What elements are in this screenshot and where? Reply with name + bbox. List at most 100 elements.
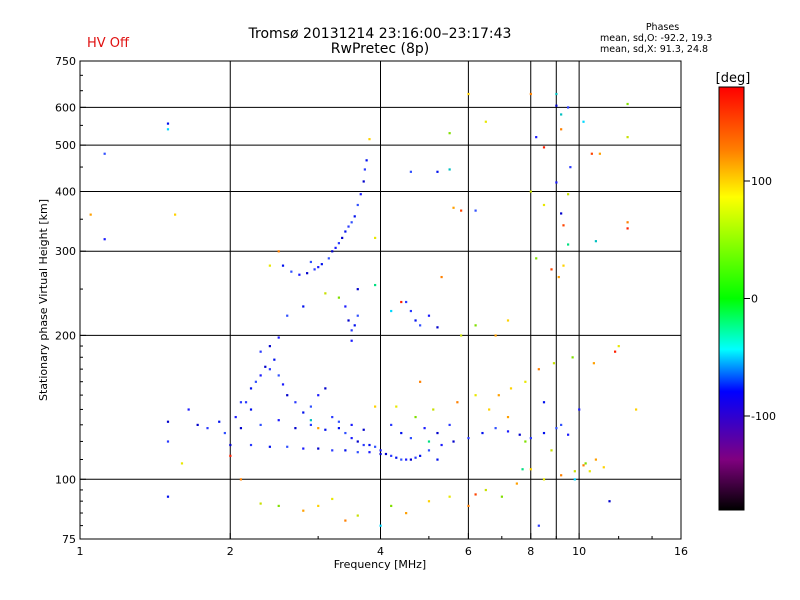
data-point xyxy=(362,443,365,447)
data-point xyxy=(405,458,408,461)
data-point xyxy=(103,238,106,241)
data-point xyxy=(166,420,170,423)
data-point xyxy=(567,433,570,436)
data-point xyxy=(524,380,527,383)
data-point xyxy=(281,264,285,267)
data-point xyxy=(582,464,585,467)
data-point xyxy=(259,423,262,427)
data-point xyxy=(180,462,184,465)
data-point xyxy=(331,497,334,501)
data-point xyxy=(350,339,353,342)
data-point xyxy=(414,415,417,419)
data-point xyxy=(567,193,570,196)
data-point xyxy=(379,452,382,456)
data-point xyxy=(481,431,484,435)
data-point xyxy=(331,449,334,452)
data-point xyxy=(542,401,546,404)
data-point xyxy=(344,431,347,435)
data-point xyxy=(350,423,353,427)
data-point xyxy=(166,440,170,443)
data-point xyxy=(356,440,359,443)
data-point xyxy=(440,443,443,447)
data-point xyxy=(334,246,337,249)
x-tick-label: 2 xyxy=(227,545,234,558)
data-point xyxy=(268,264,271,267)
data-point xyxy=(317,447,320,450)
data-point xyxy=(427,440,431,443)
phase-stats-x: mean, sd,X: 91.3, 24.8 xyxy=(600,44,709,55)
data-point xyxy=(309,419,312,422)
data-point xyxy=(379,524,382,527)
data-point xyxy=(557,275,560,279)
data-point xyxy=(542,203,546,207)
data-point xyxy=(302,305,305,308)
data-point xyxy=(244,401,248,404)
data-point xyxy=(327,257,330,260)
data-point xyxy=(509,387,513,390)
data-point xyxy=(419,454,422,457)
data-point xyxy=(347,225,350,228)
data-point xyxy=(395,456,398,459)
data-point xyxy=(529,468,532,471)
data-point xyxy=(506,319,510,322)
data-point xyxy=(542,146,546,149)
data-point xyxy=(506,415,510,419)
x-tick-label: 4 xyxy=(377,545,384,558)
data-point xyxy=(436,326,439,329)
data-point xyxy=(368,451,371,454)
data-point xyxy=(571,356,574,359)
data-point xyxy=(390,309,393,313)
data-point xyxy=(302,509,305,512)
data-point xyxy=(560,128,563,131)
colorbar-tick-label: -100 xyxy=(751,410,776,423)
data-point xyxy=(634,408,638,411)
data-point xyxy=(264,365,267,368)
data-point xyxy=(474,324,477,327)
data-point xyxy=(173,213,177,216)
data-point xyxy=(409,170,412,173)
data-point xyxy=(448,132,451,135)
data-point xyxy=(602,466,605,469)
data-point xyxy=(277,419,280,422)
data-point xyxy=(518,433,521,436)
data-point xyxy=(286,314,289,317)
data-point xyxy=(384,452,388,456)
data-point xyxy=(467,92,470,96)
colorbar-tick-label: 100 xyxy=(751,175,772,188)
chart-title: Tromsø 20131214 23:16:00–23:17:43 RwPret… xyxy=(240,27,520,57)
data-point xyxy=(309,260,312,264)
data-point xyxy=(552,362,556,365)
data-point xyxy=(89,213,92,216)
data-point xyxy=(206,427,209,430)
data-point xyxy=(324,292,327,295)
x-tick-label: 16 xyxy=(674,545,688,558)
data-point xyxy=(467,436,470,440)
data-point xyxy=(362,180,365,183)
data-point xyxy=(529,92,532,96)
data-point xyxy=(390,423,393,427)
data-point xyxy=(362,428,365,431)
y-tick-label: 100 xyxy=(55,473,76,486)
data-point xyxy=(537,524,540,527)
data-point xyxy=(535,257,538,260)
data-point xyxy=(395,405,398,408)
data-point xyxy=(324,428,327,431)
y-tick-label: 500 xyxy=(55,139,76,152)
data-point xyxy=(560,212,563,215)
data-point xyxy=(379,449,382,452)
data-point xyxy=(281,383,285,386)
data-point xyxy=(356,451,359,454)
data-point xyxy=(467,504,470,508)
data-point xyxy=(218,420,221,423)
data-point xyxy=(234,415,237,419)
y-tick-label: 600 xyxy=(55,101,76,114)
data-point xyxy=(427,314,431,317)
data-point xyxy=(506,430,510,433)
colorbar-ticks: 100 0 -100 xyxy=(744,175,776,423)
y-axis-ticks: 75 100 200 300 400 500 600 750 xyxy=(55,55,86,546)
data-point xyxy=(427,449,431,452)
data-point xyxy=(432,408,435,411)
data-point xyxy=(254,380,257,383)
data-point xyxy=(249,408,253,411)
data-point xyxy=(337,296,341,299)
